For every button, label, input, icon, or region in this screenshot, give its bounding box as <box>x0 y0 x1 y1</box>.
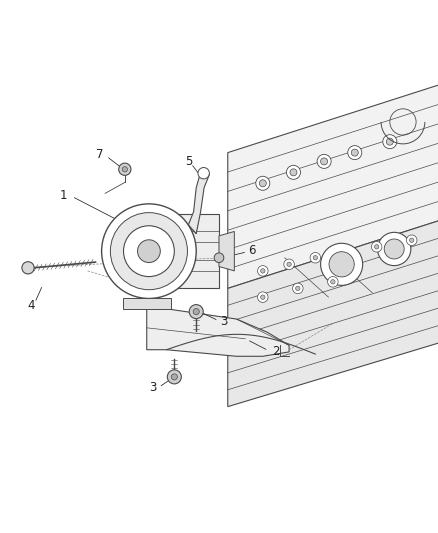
Circle shape <box>286 165 300 179</box>
Circle shape <box>214 253 224 263</box>
Polygon shape <box>151 214 219 288</box>
Circle shape <box>22 262 34 274</box>
Circle shape <box>328 277 338 287</box>
Text: 5: 5 <box>186 155 193 168</box>
Circle shape <box>259 180 266 187</box>
Circle shape <box>256 176 270 190</box>
Circle shape <box>198 167 209 179</box>
Circle shape <box>258 265 268 276</box>
Text: 4: 4 <box>28 298 35 312</box>
Circle shape <box>348 146 362 159</box>
Text: 2: 2 <box>272 345 280 358</box>
Circle shape <box>261 295 265 300</box>
Circle shape <box>384 239 404 259</box>
Polygon shape <box>123 298 171 310</box>
Circle shape <box>378 232 411 265</box>
Circle shape <box>313 255 318 260</box>
Text: 1: 1 <box>60 189 67 201</box>
Circle shape <box>193 309 199 314</box>
Polygon shape <box>147 306 289 356</box>
Circle shape <box>167 370 181 384</box>
Circle shape <box>258 292 268 302</box>
Circle shape <box>119 163 131 175</box>
Circle shape <box>371 241 382 252</box>
Text: 3: 3 <box>220 315 227 328</box>
Circle shape <box>189 304 203 319</box>
Circle shape <box>351 149 358 156</box>
Polygon shape <box>228 78 438 288</box>
Circle shape <box>122 167 127 172</box>
Circle shape <box>410 238 414 243</box>
Text: 6: 6 <box>248 244 256 257</box>
Polygon shape <box>188 169 209 233</box>
Circle shape <box>310 253 321 263</box>
Circle shape <box>293 283 303 294</box>
Circle shape <box>317 155 331 168</box>
Circle shape <box>296 286 300 290</box>
Circle shape <box>284 259 294 270</box>
Text: 7: 7 <box>96 148 104 161</box>
Circle shape <box>171 374 177 380</box>
Circle shape <box>386 138 393 145</box>
Circle shape <box>321 158 328 165</box>
Circle shape <box>329 252 354 277</box>
Circle shape <box>383 135 397 149</box>
Text: 3: 3 <box>150 381 157 394</box>
Circle shape <box>102 204 196 298</box>
Polygon shape <box>219 231 234 271</box>
Circle shape <box>290 169 297 176</box>
Circle shape <box>110 213 187 290</box>
Circle shape <box>124 226 174 277</box>
Polygon shape <box>228 214 438 407</box>
Circle shape <box>374 245 379 249</box>
Circle shape <box>138 240 160 263</box>
Circle shape <box>331 280 335 284</box>
Circle shape <box>261 269 265 273</box>
Circle shape <box>287 262 291 266</box>
Circle shape <box>406 235 417 246</box>
Circle shape <box>321 243 363 285</box>
